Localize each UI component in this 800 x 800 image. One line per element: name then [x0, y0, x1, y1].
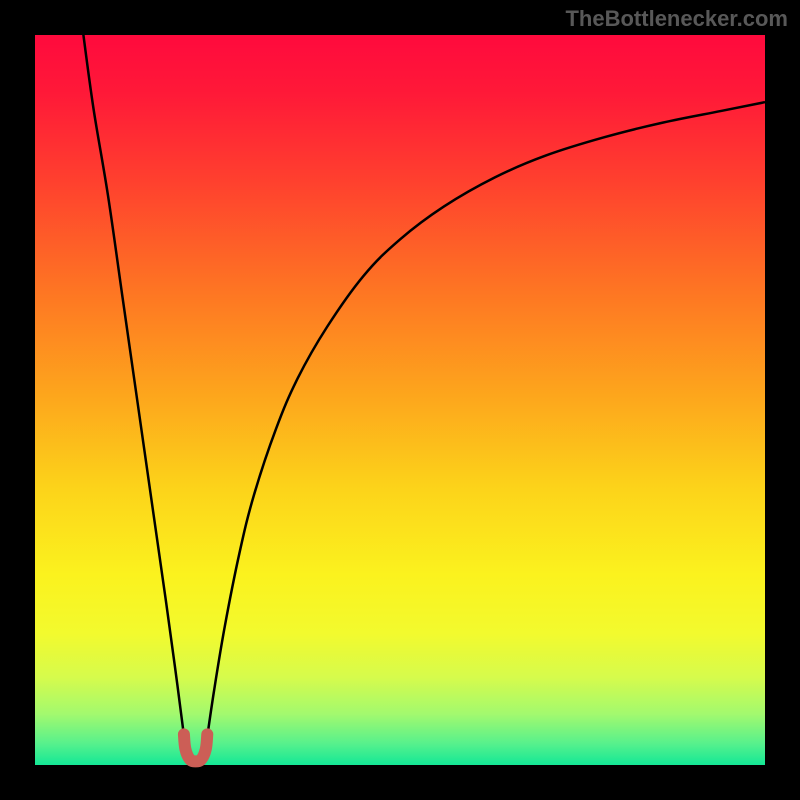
- attribution-text: TheBottlenecker.com: [565, 6, 788, 32]
- plot-gradient-background: [35, 35, 765, 765]
- bottleneck-chart: [0, 0, 800, 800]
- chart-container: TheBottlenecker.com: [0, 0, 800, 800]
